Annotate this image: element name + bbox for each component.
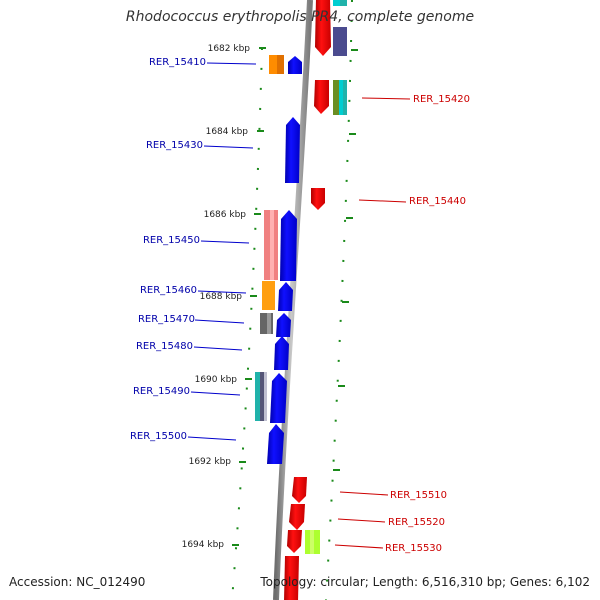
accession-text: Accession: NC_012490: [9, 575, 146, 589]
scale-label-1684: 1684 kbp: [206, 127, 249, 137]
gene-label[interactable]: RER_15450: [143, 235, 200, 246]
gene-label[interactable]: RER_15440: [409, 196, 466, 207]
scale-label-1682: 1682 kbp: [208, 44, 251, 54]
gene-label[interactable]: RER_15470: [138, 314, 195, 325]
gene-label[interactable]: RER_15510: [390, 490, 447, 501]
reverse-genes: [284, 0, 331, 600]
gene-arrow[interactable]: [278, 282, 293, 311]
gene-arrow[interactable]: [315, 0, 331, 56]
reverse-leaders: [334, 97, 411, 549]
gene-arrow[interactable]: [287, 530, 302, 553]
scale-label-1692: 1692 kbp: [189, 457, 232, 467]
scale-label-1694: 1694 kbp: [182, 540, 225, 550]
forward-leaders: [187, 62, 257, 441]
gene-arrow[interactable]: [314, 80, 329, 114]
major-ticks: [232, 47, 358, 546]
gene-arrow[interactable]: [274, 336, 289, 370]
gene-label[interactable]: RER_15460: [140, 285, 197, 296]
gene-label[interactable]: RER_15490: [133, 386, 190, 397]
gene-label[interactable]: RER_15500: [130, 431, 187, 442]
gene-label[interactable]: RER_15420: [413, 94, 470, 105]
gene-label[interactable]: RER_15520: [388, 517, 445, 528]
genome-summary-text: Topology: circular; Length: 6,516,310 bp…: [260, 575, 590, 589]
gene-arrow[interactable]: [276, 313, 291, 337]
category-boxes-forward: [255, 55, 284, 421]
gene-arrow[interactable]: [267, 424, 284, 464]
scale-label-1686: 1686 kbp: [204, 210, 247, 220]
gene-arrow[interactable]: [284, 556, 299, 600]
gene-arrow[interactable]: [311, 188, 325, 210]
gene-arrow[interactable]: [285, 117, 300, 183]
gene-arrow[interactable]: [288, 56, 302, 74]
gene-label[interactable]: RER_15410: [149, 57, 206, 68]
gene-label[interactable]: RER_15430: [146, 140, 203, 151]
gene-arrow[interactable]: [280, 210, 297, 281]
gene-arrow[interactable]: [289, 504, 305, 530]
scale-label-1688: 1688 kbp: [200, 292, 243, 302]
gene-arrow[interactable]: [292, 477, 307, 503]
gene-label[interactable]: RER_15480: [136, 341, 193, 352]
scale-label-1690: 1690 kbp: [195, 375, 238, 385]
gene-arrow[interactable]: [270, 373, 287, 423]
genome-title: Rhodococcus erythropolis PR4, complete g…: [125, 9, 475, 25]
gene-label[interactable]: RER_15530: [385, 543, 442, 554]
forward-genes: [267, 56, 302, 464]
category-boxes-reverse: [305, 0, 347, 554]
